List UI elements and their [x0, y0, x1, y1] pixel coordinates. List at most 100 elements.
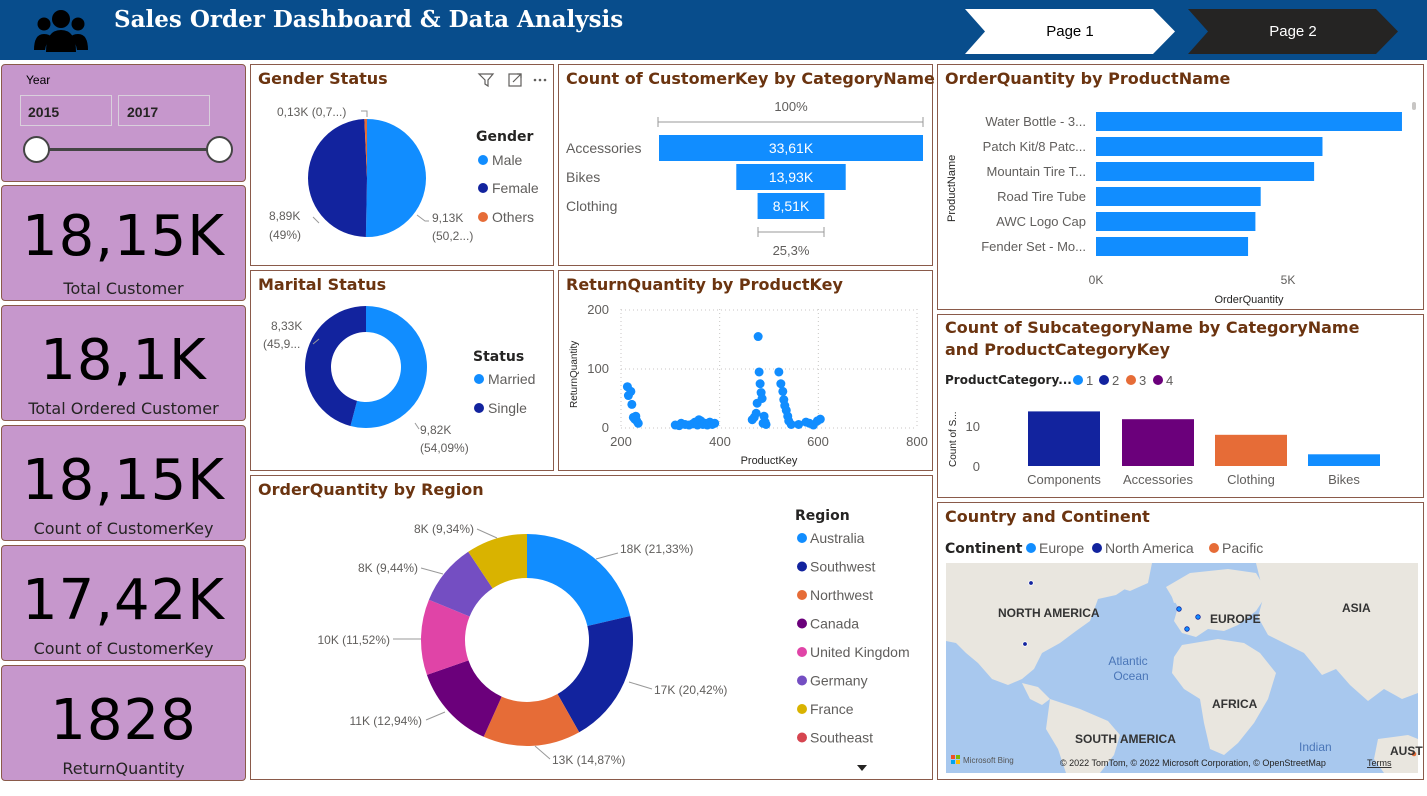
subcat-bar[interactable] [1028, 411, 1100, 466]
scatter-point[interactable] [710, 418, 720, 428]
scatter-xtick-800: 800 [906, 434, 928, 449]
year-to-value: 2017 [127, 104, 159, 120]
more-options-icon[interactable] [533, 78, 547, 82]
scatter-point[interactable] [626, 386, 636, 396]
marital-status-card[interactable]: Marital Status 8,33K (45,9... 9,82K (54,… [250, 270, 554, 471]
region-legend-item[interactable]: United Kingdom [810, 644, 910, 660]
scatter-point[interactable] [753, 332, 763, 342]
region-slice-australia[interactable] [527, 534, 631, 626]
map-terms-link[interactable]: Terms [1367, 758, 1392, 768]
subcat-bar[interactable] [1308, 454, 1380, 466]
year-slider-track[interactable] [36, 148, 220, 151]
region-legend-item[interactable]: Southwest [810, 559, 875, 575]
product-bar[interactable] [1096, 137, 1323, 156]
subcat-legend-4[interactable]: 4 [1166, 373, 1173, 388]
map-legend-europe[interactable]: Europe [1039, 540, 1084, 556]
scatter-point[interactable] [627, 399, 637, 409]
year-to-input[interactable] [118, 95, 210, 126]
marital-legend-single[interactable]: Single [488, 400, 527, 416]
region-legend-item[interactable]: Australia [810, 530, 865, 546]
funnel-bar[interactable] [757, 193, 825, 219]
product-bar[interactable] [1096, 212, 1256, 231]
region-legend-item[interactable]: Germany [810, 673, 868, 689]
region-data-label: 8K (9,44%) [358, 561, 418, 575]
region-slice-northwest[interactable] [483, 693, 580, 746]
funnel-bar[interactable] [659, 135, 923, 161]
scatter-point[interactable] [776, 379, 786, 389]
scatter-point[interactable] [786, 419, 796, 429]
region-slice-france[interactable] [468, 534, 527, 589]
focus-mode-icon[interactable] [508, 73, 522, 87]
scatter-point[interactable] [757, 394, 767, 403]
subcat-legend-1[interactable]: 1 [1086, 373, 1093, 388]
gender-slice-female[interactable] [308, 119, 367, 237]
scatter-point[interactable] [755, 379, 765, 389]
marital-slice-single[interactable] [305, 306, 366, 426]
return-scatter-card[interactable]: ReturnQuantity by ProductKey ReturnQuant… [558, 270, 933, 471]
map-card[interactable]: Country and Continent Continent Europe N… [937, 502, 1424, 780]
legend-dot-others [478, 212, 488, 222]
product-bar[interactable] [1096, 112, 1402, 131]
people-group-icon [34, 10, 88, 52]
subcat-legend-2[interactable]: 2 [1112, 373, 1119, 388]
funnel-bar[interactable] [736, 164, 846, 190]
card-title: ReturnQuantity by ProductKey [566, 275, 843, 294]
scatter-ytick-200: 200 [587, 302, 609, 317]
region-slice-canada[interactable] [426, 660, 502, 737]
gender-status-card[interactable]: Gender Status 0,13K (0,7...) 8,89K (49%)… [250, 64, 554, 266]
region-card[interactable]: OrderQuantity by Region 18K (21,33%) 17K … [250, 475, 933, 780]
scatter-point[interactable] [761, 419, 771, 429]
region-legend-item[interactable]: Northwest [810, 587, 873, 603]
gender-slice-male[interactable] [365, 119, 427, 238]
legend-dot-married [474, 374, 484, 384]
scatter-point[interactable] [754, 367, 764, 377]
map-label-indian: Indian [1299, 740, 1332, 754]
legend-dot-male [478, 155, 488, 165]
legend-scroll-down-icon[interactable] [857, 765, 867, 771]
gender-legend-others[interactable]: Others [492, 209, 534, 225]
year-from-input[interactable] [20, 95, 112, 126]
filter-icon[interactable] [477, 73, 495, 88]
map-legend-pacific[interactable]: Pacific [1222, 540, 1263, 556]
map-label-europe: EUROPE [1210, 612, 1261, 626]
region-slice-southwest[interactable] [557, 615, 633, 733]
region-legend-item[interactable]: Southeast [810, 730, 873, 746]
map-legend-north-america[interactable]: North America [1105, 540, 1194, 556]
nav-page-2[interactable]: Page 2 [1188, 9, 1398, 54]
world-map[interactable] [946, 563, 1418, 773]
subcategory-card[interactable]: Count of SubcategoryName by CategoryName… [937, 314, 1424, 498]
product-bar[interactable] [1096, 187, 1261, 206]
marital-married-label: 9,82K [420, 423, 451, 437]
gender-legend-female[interactable]: Female [492, 180, 539, 196]
product-bar[interactable] [1096, 162, 1315, 181]
subcat-legend-3[interactable]: 3 [1139, 373, 1146, 388]
scatter-point[interactable] [815, 414, 825, 424]
marital-slice-married[interactable] [350, 306, 428, 428]
region-legend-item[interactable]: France [810, 701, 854, 717]
gender-slice-others[interactable] [364, 119, 367, 178]
subcat-bar[interactable] [1215, 434, 1287, 466]
scatter-point[interactable] [774, 367, 784, 377]
year-from-value: 2015 [28, 104, 60, 120]
nav-page-1[interactable]: Page 1 [965, 9, 1175, 54]
region-legend-item[interactable]: Canada [810, 616, 859, 632]
scatter-point[interactable] [778, 386, 788, 396]
product-scrollbar[interactable] [1412, 102, 1416, 110]
gender-legend-male[interactable]: Male [492, 152, 523, 168]
region-slice-united-kingdom[interactable] [421, 599, 470, 675]
scatter-point[interactable] [751, 408, 761, 418]
region-slice-germany[interactable] [428, 551, 493, 617]
scatter-point[interactable] [633, 418, 643, 428]
marital-legend-married[interactable]: Married [488, 371, 535, 387]
category-funnel-card[interactable]: Count of CustomerKey by CategoryName 100… [558, 64, 935, 266]
page-title: Sales Order Dashboard & Data Analysis [114, 6, 624, 33]
subcat-bar[interactable] [1122, 419, 1194, 466]
region-data-label: 18K (21,33%) [620, 542, 693, 556]
region-legend-title: Region [795, 508, 850, 524]
year-slider-handle-start[interactable] [23, 136, 50, 163]
product-bars-card[interactable]: OrderQuantity by ProductName ProductName… [937, 64, 1424, 310]
scatter-point[interactable] [794, 419, 804, 429]
year-slider-handle-end[interactable] [206, 136, 233, 163]
product-bar[interactable] [1096, 237, 1249, 256]
region-legend-dot [797, 675, 807, 686]
